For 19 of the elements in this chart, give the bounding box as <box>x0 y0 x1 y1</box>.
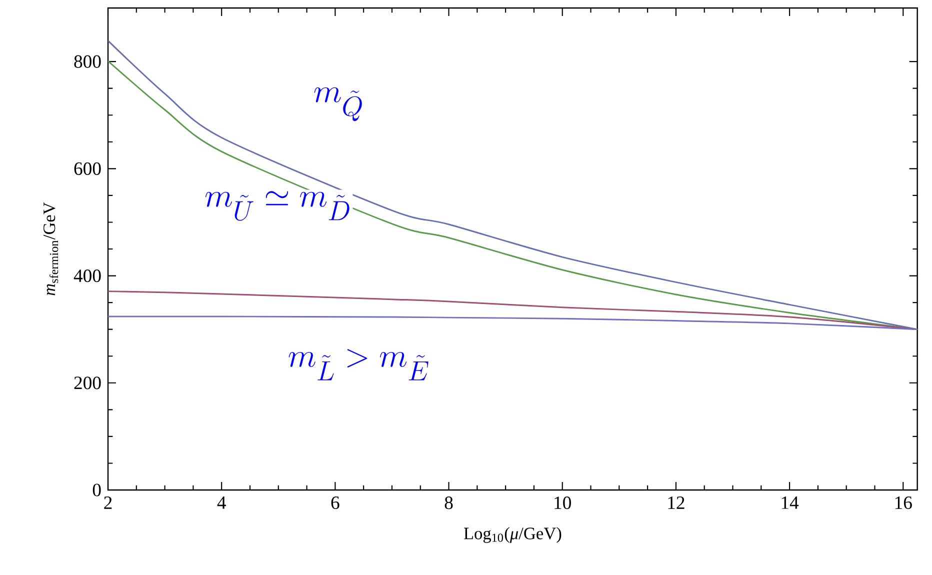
x-tick-label: 10 <box>554 496 571 510</box>
x-tick-label: 4 <box>217 496 226 509</box>
y-tick-label: 800 <box>74 55 101 68</box>
annotation: $m_{\tilde{L}} > m_{\tilde{E}}$ <box>288 349 428 380</box>
x-tick-label: 16 <box>895 496 912 510</box>
y-axis-title: m$_{sfermion}$/GeV <box>44 202 58 296</box>
y-tick-label: 400 <box>74 269 101 282</box>
x-tick-label: 6 <box>331 496 340 510</box>
x-tick-label: 8 <box>444 496 453 510</box>
y-tick-label: 600 <box>74 162 101 175</box>
x-tick-label: 14 <box>782 496 799 509</box>
x-axis-title: Log$_{10}$(μ/GeV) <box>464 527 562 543</box>
y-tick-label: 200 <box>74 376 101 390</box>
x-tick-label: 12 <box>668 496 684 509</box>
annotation: $m_{\tilde{Q}}$ <box>314 87 362 122</box>
annotation: $m_{\tilde{U}} \simeq m_{\tilde{D}}$ <box>205 191 350 221</box>
y-tick-label: 0 <box>92 484 101 496</box>
x-tick-label: 2 <box>104 496 112 509</box>
line-series <box>108 316 918 330</box>
